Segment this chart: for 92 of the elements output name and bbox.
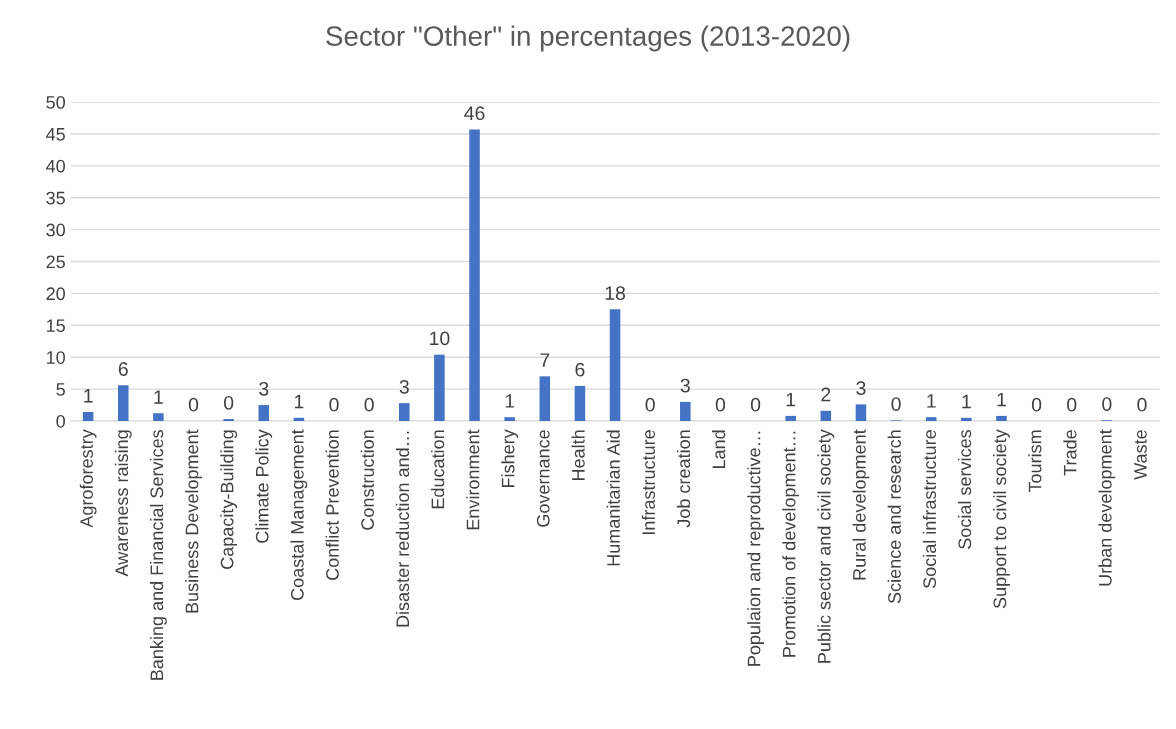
data-label: 0 bbox=[223, 395, 234, 410]
data-label: 1 bbox=[84, 389, 93, 403]
data-label: 0 bbox=[1102, 397, 1112, 411]
data-label: 0 bbox=[188, 397, 199, 412]
y-tick-label: 15 bbox=[46, 319, 65, 333]
x-tick-label: Trade bbox=[1063, 430, 1077, 476]
bar bbox=[820, 410, 832, 421]
x-tick-label: Climate Policy bbox=[255, 429, 273, 543]
x-tick-label: Awareness raising bbox=[114, 430, 132, 577]
data-label: 1 bbox=[927, 394, 936, 408]
y-tick-label: 25 bbox=[46, 255, 65, 269]
data-label: 0 bbox=[1031, 397, 1042, 412]
bar bbox=[996, 415, 1007, 421]
bar bbox=[82, 412, 94, 421]
x-tick-label: Public sector and civil society bbox=[817, 429, 835, 663]
bar bbox=[574, 385, 586, 421]
bar bbox=[855, 404, 867, 421]
x-tick-label: Job creation bbox=[676, 430, 691, 528]
x-tick-label: Fishery bbox=[501, 429, 519, 488]
bar bbox=[925, 417, 937, 421]
x-tick-label: Governance bbox=[536, 430, 550, 527]
bar bbox=[680, 401, 691, 421]
x-tick-label: Populaion and reproductive… bbox=[747, 431, 764, 666]
bar bbox=[399, 403, 410, 421]
data-label: 1 bbox=[997, 392, 1006, 407]
y-tick-label: 0 bbox=[56, 414, 65, 428]
data-label: 7 bbox=[540, 353, 550, 367]
x-tick-label: Social services bbox=[957, 429, 972, 549]
data-label: 0 bbox=[1067, 397, 1077, 412]
data-label: 1 bbox=[505, 394, 515, 408]
x-tick-label: Infrastructure bbox=[641, 430, 656, 535]
x-tick-label: Tourism bbox=[1028, 430, 1042, 493]
x-tick-label: Business Development bbox=[185, 429, 202, 613]
data-label: 3 bbox=[856, 381, 866, 396]
x-tick-label: Humanitarian Aid bbox=[606, 430, 620, 566]
x-tick-label: Health bbox=[571, 430, 585, 481]
x-tick-label: Support to civil society bbox=[993, 429, 1010, 609]
data-label: 0 bbox=[364, 397, 374, 412]
y-tick-label: 5 bbox=[56, 383, 65, 396]
x-tick-label: Rural development bbox=[852, 429, 870, 580]
y-tick-label: 20 bbox=[46, 287, 65, 301]
x-tick-label: Banking and Financial Services bbox=[149, 429, 167, 680]
data-label: 1 bbox=[786, 392, 796, 407]
y-tick-label: 30 bbox=[46, 223, 65, 237]
x-tick-label: Promotion of development… bbox=[782, 431, 800, 657]
bar bbox=[258, 405, 270, 421]
bar bbox=[609, 309, 621, 421]
bar bbox=[961, 417, 972, 421]
x-tick-label: Science and research bbox=[887, 430, 901, 604]
data-label: 1 bbox=[962, 394, 971, 409]
y-tick-label: 45 bbox=[46, 128, 65, 141]
data-label: 10 bbox=[430, 331, 450, 346]
chart-title: Sector "Other" in percentages (2013-2020) bbox=[326, 25, 850, 52]
data-label: 18 bbox=[605, 286, 626, 300]
data-label: 0 bbox=[329, 397, 339, 412]
bar bbox=[153, 413, 164, 421]
data-label: 0 bbox=[750, 397, 761, 412]
bar bbox=[504, 417, 515, 421]
x-tick-label: Agroforestry bbox=[79, 429, 97, 528]
data-label: 46 bbox=[464, 106, 485, 121]
x-tick-label: Land bbox=[712, 430, 726, 469]
data-label: 3 bbox=[259, 381, 269, 396]
bar bbox=[539, 376, 551, 421]
y-tick-label: 40 bbox=[46, 159, 65, 173]
x-tick-label: Construction bbox=[360, 430, 374, 530]
x-tick-label: Education bbox=[430, 430, 445, 509]
data-label: 2 bbox=[821, 387, 831, 402]
x-tick-label: Conflict Prevention bbox=[325, 430, 339, 580]
data-label: 0 bbox=[715, 397, 726, 412]
bar bbox=[469, 129, 480, 421]
data-label: 6 bbox=[118, 362, 128, 376]
bar bbox=[785, 415, 796, 421]
x-tick-label: Urban development bbox=[1098, 429, 1116, 586]
y-tick-label: 50 bbox=[46, 95, 65, 109]
x-tick-label: Environment bbox=[466, 429, 480, 530]
data-label: 6 bbox=[575, 362, 585, 377]
data-label: 1 bbox=[294, 394, 304, 409]
x-tick-label: Coastal Management bbox=[290, 429, 308, 601]
data-label: 0 bbox=[645, 397, 655, 412]
data-label: 3 bbox=[680, 378, 690, 393]
data-label: 0 bbox=[1137, 397, 1147, 412]
x-tick-label: Social infrastructure bbox=[922, 430, 937, 589]
x-tick-label: Capacity-Building bbox=[220, 430, 238, 569]
x-tick-label: Disaster reduction and… bbox=[395, 431, 410, 627]
data-label: 3 bbox=[399, 379, 409, 394]
data-label: 1 bbox=[154, 390, 163, 404]
y-tick-label: 35 bbox=[46, 191, 65, 205]
data-label: 0 bbox=[891, 397, 901, 411]
bar bbox=[117, 385, 129, 421]
x-tick-label: Waste bbox=[1134, 430, 1147, 480]
y-tick-label: 10 bbox=[46, 351, 65, 364]
bar bbox=[434, 354, 445, 421]
